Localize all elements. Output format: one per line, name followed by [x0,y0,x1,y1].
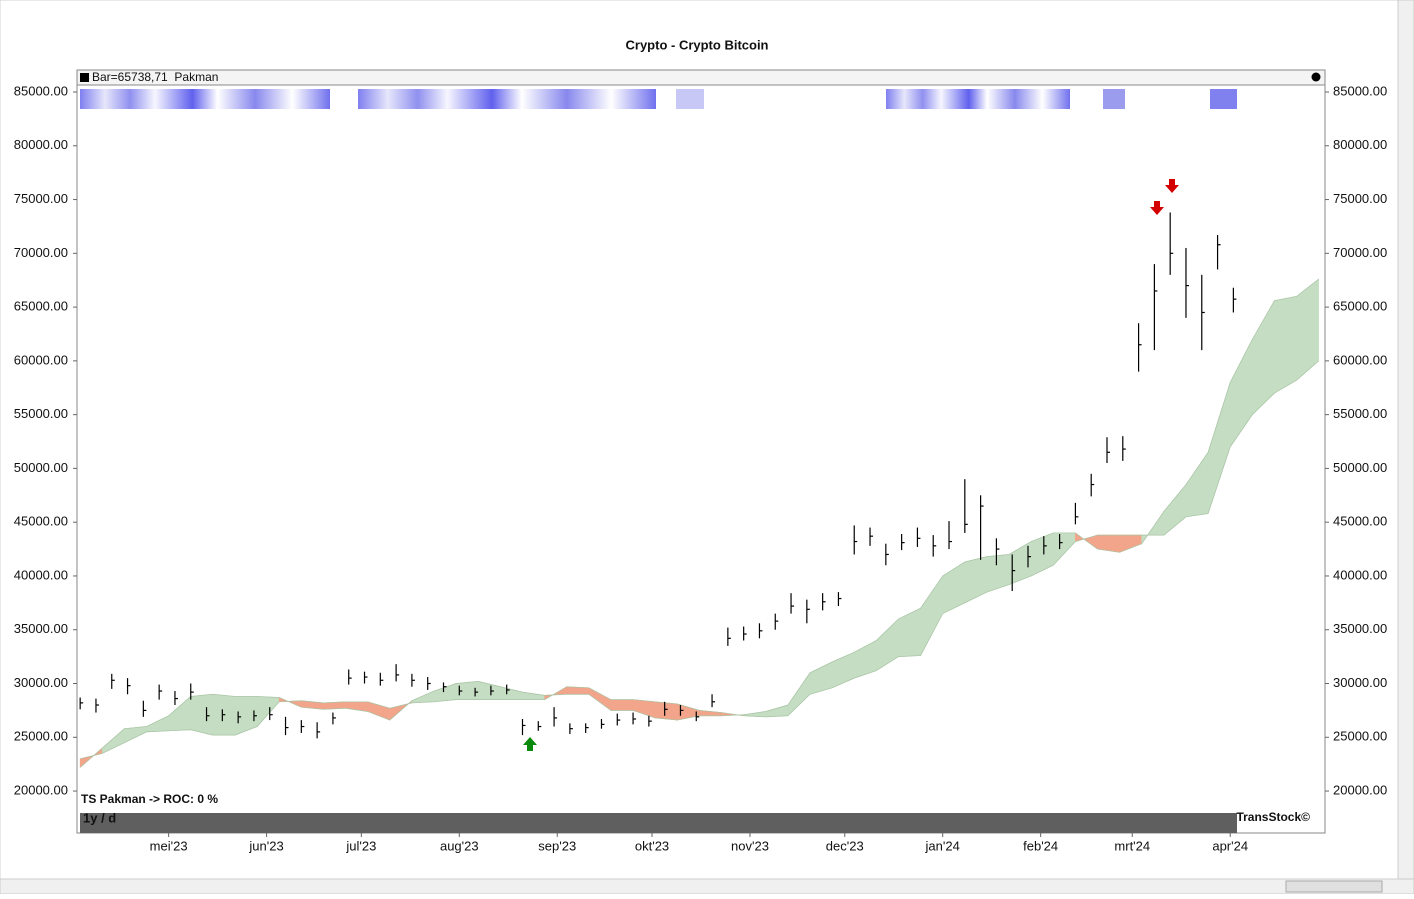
scrollbar-horizontal[interactable] [0,878,1414,895]
buy-arrow [523,737,537,751]
scrollbar-vertical[interactable] [1397,0,1414,880]
x-tick-label: feb'24 [1023,838,1058,853]
x-tick-label: jan'24 [925,838,960,853]
legend-swatch [80,73,89,82]
cloud-edge [80,360,1319,760]
y-tick-label: 85000.00 [14,83,68,98]
heat-strip [358,89,656,109]
credit: TransStock© [1236,810,1310,824]
y-tick-label-right: 75000.00 [1333,191,1387,206]
plot-frame [76,69,1326,834]
y-tick-label: 60000.00 [14,352,68,367]
y-tick-label: 80000.00 [14,137,68,152]
y-tick-label: 30000.00 [14,675,68,690]
heat-strip [1210,89,1237,109]
x-tick-label: jul'23 [345,838,376,853]
x-tick-label: aug'23 [440,838,479,853]
y-tick-label: 70000.00 [14,245,68,260]
y-tick-label-right: 80000.00 [1333,137,1387,152]
y-tick-label-right: 55000.00 [1333,406,1387,421]
heat-strip [80,89,330,109]
cloud-segment [610,699,634,711]
y-tick-label: 75000.00 [14,191,68,206]
period-bar [80,813,1237,833]
y-tick-label: 20000.00 [14,782,68,797]
cloud-segment [190,693,214,736]
sell-arrow [1150,201,1164,215]
y-tick-label: 25000.00 [14,729,68,744]
x-tick-label: okt'23 [635,838,669,853]
y-tick-label: 35000.00 [14,621,68,636]
y-tick-label-right: 65000.00 [1333,299,1387,314]
x-tick-label: mei'23 [150,838,188,853]
y-tick-label-right: 30000.00 [1333,675,1387,690]
x-tick-label: jun'23 [248,838,283,853]
x-tick-label: dec'23 [826,838,864,853]
x-tick-label: nov'23 [731,838,769,853]
legend-label: Bar=65738,71 Pakman [92,70,218,84]
x-tick-label: sep'23 [538,838,576,853]
y-tick-label: 40000.00 [14,567,68,582]
cloud-segment [654,701,678,721]
y-tick-label: 65000.00 [14,299,68,314]
y-tick-label: 45000.00 [14,514,68,529]
period-label: 1y / d [83,810,116,825]
y-tick-label-right: 35000.00 [1333,621,1387,636]
y-tick-label-right: 60000.00 [1333,352,1387,367]
chart-title: Crypto - Crypto Bitcoin [626,37,769,52]
y-tick-label: 50000.00 [14,460,68,475]
scrollbar-thumb[interactable] [1285,880,1383,893]
y-tick-label: 55000.00 [14,406,68,421]
y-tick-label-right: 85000.00 [1333,83,1387,98]
heat-strip [676,89,704,109]
y-tick-label-right: 70000.00 [1333,245,1387,260]
x-tick-label: apr'24 [1212,838,1248,853]
cloud-edge [79,278,1319,768]
x-tick-label: mrt'24 [1114,838,1150,853]
y-tick-label-right: 40000.00 [1333,567,1387,582]
bars [79,212,1237,739]
close-button[interactable] [1311,72,1321,82]
y-tick-label-right: 50000.00 [1333,460,1387,475]
indicator-label: TS Pakman -> ROC: 0 % [81,792,218,806]
y-tick-label-right: 25000.00 [1333,729,1387,744]
legend-bar [76,69,1326,86]
heat-strip [1103,89,1125,109]
cloud-segment [1274,295,1297,394]
y-tick-label-right: 45000.00 [1333,514,1387,529]
heat-strip [886,89,1070,109]
y-tick-label-right: 20000.00 [1333,782,1387,797]
sell-arrow [1165,179,1179,193]
